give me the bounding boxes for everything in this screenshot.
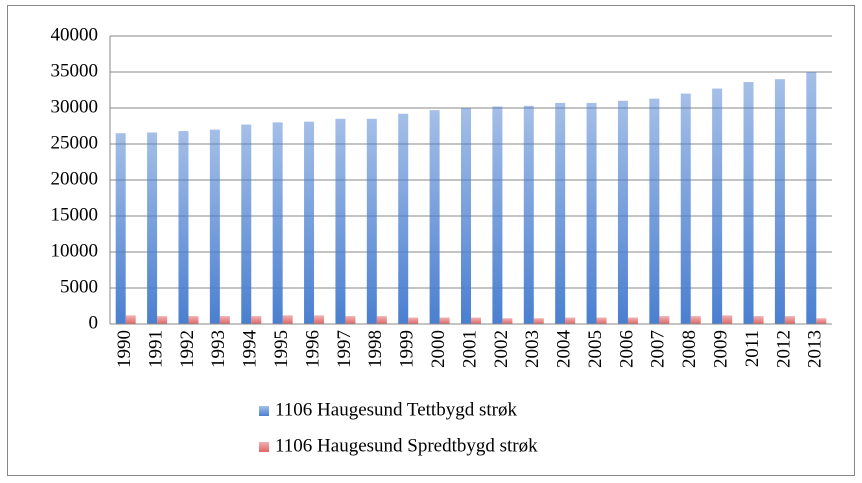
x-tick-label: 1993 xyxy=(208,330,229,368)
x-tick-label: 2002 xyxy=(491,330,512,368)
bar xyxy=(461,108,471,324)
y-tick-label: 15000 xyxy=(51,204,99,225)
bar xyxy=(241,124,252,324)
bar xyxy=(125,315,136,324)
bar xyxy=(408,317,419,324)
x-tick-label: 2013 xyxy=(805,330,826,368)
x-tick-label: 1998 xyxy=(365,330,386,368)
x-tick-label: 2009 xyxy=(710,330,731,368)
bar xyxy=(314,315,325,324)
x-tick-label: 2001 xyxy=(459,330,480,368)
bar xyxy=(398,113,409,324)
bar xyxy=(659,316,670,324)
bar xyxy=(722,315,733,324)
x-tick-label: 2005 xyxy=(585,330,606,368)
bar xyxy=(157,316,168,324)
y-tick-label: 30000 xyxy=(51,96,99,117)
bar xyxy=(586,102,597,325)
x-tick-label: 2008 xyxy=(679,330,700,368)
bar xyxy=(335,118,346,324)
y-tick-label: 5000 xyxy=(60,276,98,297)
bar xyxy=(345,316,356,324)
bar xyxy=(272,122,283,325)
bar xyxy=(523,105,534,324)
x-tick-label: 1992 xyxy=(177,330,198,368)
bar xyxy=(784,316,795,324)
bar xyxy=(806,72,817,324)
bar xyxy=(366,118,377,324)
y-tick-label: 40000 xyxy=(51,24,99,45)
bar xyxy=(282,315,293,324)
x-tick-label: 1994 xyxy=(240,330,261,369)
x-tick-label: 2006 xyxy=(616,330,637,368)
x-tick-label: 2011 xyxy=(742,330,763,367)
bar xyxy=(147,132,158,324)
y-tick-label: 25000 xyxy=(51,132,99,153)
bar xyxy=(209,129,220,324)
bar xyxy=(816,318,827,324)
bar xyxy=(502,318,513,324)
legend-swatch xyxy=(259,442,269,452)
bar xyxy=(649,98,660,324)
legend-swatch xyxy=(259,406,269,416)
legend-label: 1106 Haugesund Tettbygd strøk xyxy=(275,399,517,420)
x-tick-label: 2003 xyxy=(522,330,543,368)
bar xyxy=(304,121,315,325)
bar xyxy=(565,317,576,324)
legend-label: 1106 Haugesund Spredtbygd strøk xyxy=(275,435,538,456)
bar xyxy=(219,316,230,324)
bar xyxy=(555,102,566,325)
x-tick-label: 2004 xyxy=(554,330,575,369)
bar xyxy=(743,82,754,324)
bar xyxy=(376,316,387,324)
bar xyxy=(188,316,199,324)
y-tick-label: 20000 xyxy=(51,168,99,189)
y-tick-label: 35000 xyxy=(51,60,99,81)
y-tick-label: 10000 xyxy=(51,240,99,261)
bar xyxy=(251,316,262,324)
x-tick-label: 2007 xyxy=(648,330,669,368)
bar xyxy=(533,318,544,324)
x-tick-label: 1997 xyxy=(334,330,355,368)
bar xyxy=(627,317,638,324)
bar xyxy=(439,317,450,324)
x-tick-label: 1995 xyxy=(271,330,292,368)
bar xyxy=(115,133,126,324)
x-tick-label: 1990 xyxy=(114,330,135,368)
x-tick-label: 1999 xyxy=(397,330,418,368)
x-tick-label: 1991 xyxy=(145,330,166,368)
x-tick-label: 1996 xyxy=(302,330,323,368)
bar xyxy=(680,93,691,324)
bar xyxy=(753,316,764,324)
bar xyxy=(690,316,701,324)
bar xyxy=(712,88,723,324)
bar xyxy=(596,317,607,324)
bar xyxy=(617,100,628,324)
bar xyxy=(178,131,189,324)
bar xyxy=(774,79,785,324)
y-tick-label: 0 xyxy=(89,312,99,333)
bar xyxy=(429,110,440,324)
x-tick-label: 2000 xyxy=(428,330,449,368)
bar xyxy=(471,317,481,324)
x-tick-label: 2012 xyxy=(773,330,794,368)
bar xyxy=(492,106,503,324)
